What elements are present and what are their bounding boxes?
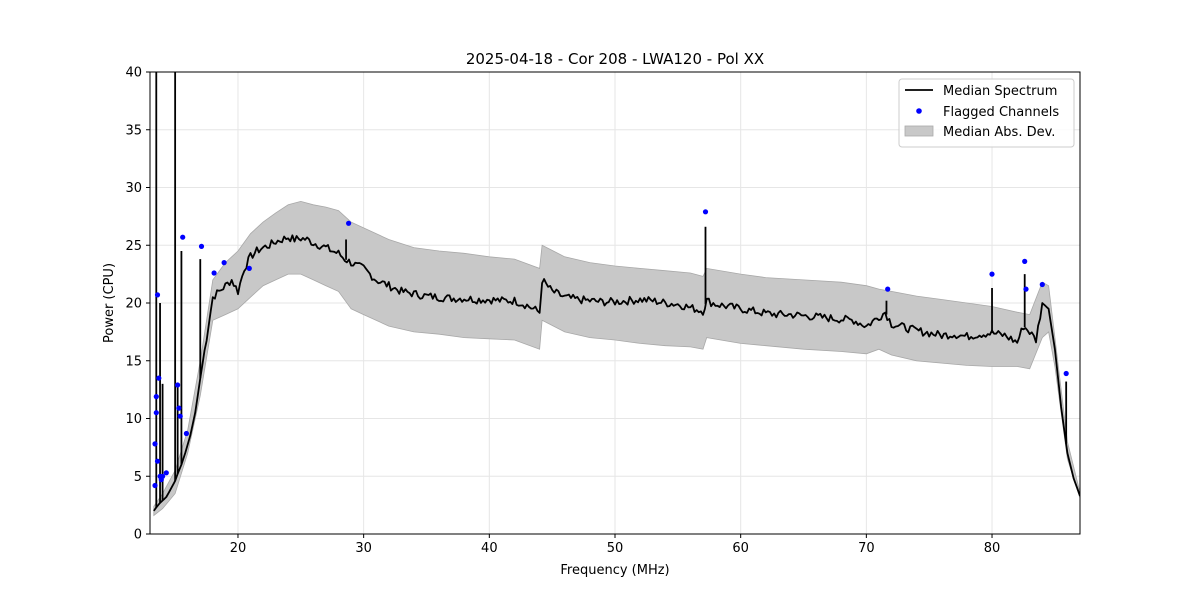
legend-marker-swatch: [916, 108, 922, 114]
x-tick-label: 30: [355, 541, 372, 556]
x-axis-label: Frequency (MHz): [560, 563, 669, 578]
flagged-channel-point: [1022, 258, 1028, 264]
flagged-channel-point: [183, 430, 189, 437]
y-tick-label: 15: [125, 354, 142, 369]
y-tick-label: 30: [125, 181, 142, 196]
x-tick-label: 70: [858, 541, 875, 556]
flagged-channel-point: [1063, 370, 1069, 377]
x-tick-label: 60: [732, 541, 749, 556]
flagged-channel-point: [153, 410, 159, 416]
legend-label-flagged-channels: Flagged Channels: [943, 105, 1059, 120]
flagged-channel-point: [180, 234, 186, 240]
flagged-channel-point: [702, 209, 709, 215]
x-tick-label: 50: [607, 541, 624, 556]
flagged-channel-point: [154, 458, 161, 464]
chart-title: 2025-04-18 - Cor 208 - LWA120 - Pol XX: [466, 50, 764, 68]
mad-band-layer: [153, 200, 1080, 517]
y-axis-ticks: 0 5 10 15 20 25 30 35 40: [125, 66, 150, 543]
flagged-channel-point: [198, 243, 205, 249]
mad-band: [153, 200, 1080, 517]
median-line-layer: [153, 72, 1080, 512]
flagged-channel-point: [1039, 281, 1045, 288]
flagged-channel-point: [989, 271, 995, 277]
flagged-channel-point: [163, 470, 169, 476]
y-tick-label: 0: [134, 528, 142, 543]
flagged-channel-point: [153, 394, 159, 400]
y-tick-label: 10: [125, 412, 142, 427]
flagged-channel-point: [152, 441, 158, 447]
flagged-channel-point: [175, 382, 181, 388]
y-tick-label: 40: [125, 66, 142, 81]
y-tick-label: 35: [125, 123, 142, 138]
flagged-channel-point: [1023, 286, 1029, 292]
plot-area: [152, 72, 1080, 517]
x-tick-label: 80: [984, 541, 1001, 556]
y-tick-label: 5: [134, 470, 142, 485]
x-tick-label: 20: [230, 541, 247, 556]
flagged-channel-point: [885, 286, 891, 292]
legend-patch-swatch: [904, 125, 934, 137]
flagged-channel-point: [211, 270, 217, 276]
y-axis-label: Power (CPU): [102, 263, 117, 343]
flagged-channel-point: [221, 260, 227, 266]
y-tick-label: 25: [125, 239, 142, 254]
median-spectrum-line: [153, 234, 1080, 512]
legend: Median Spectrum Flagged Channels Median …: [898, 78, 1075, 148]
y-tick-label: 20: [125, 297, 142, 312]
flagged-channel-point: [154, 292, 161, 298]
x-tick-label: 40: [481, 541, 498, 556]
flagged-channel-point: [346, 220, 352, 226]
flagged-channel-point: [177, 413, 183, 419]
x-axis-ticks: 20 30 40 50 60 70 80: [230, 534, 1001, 556]
flagged-channel-point: [160, 473, 166, 479]
flagged-markers-layer: [152, 209, 1069, 489]
legend-label-median-spectrum: Median Spectrum: [943, 84, 1057, 99]
legend-label-median-abs-dev: Median Abs. Dev.: [943, 125, 1055, 140]
legend-box: [898, 78, 1075, 148]
flagged-channel-point: [156, 375, 162, 381]
flagged-channel-point: [246, 265, 252, 271]
flagged-channel-point: [176, 405, 182, 411]
flagged-channel-point: [152, 482, 158, 489]
